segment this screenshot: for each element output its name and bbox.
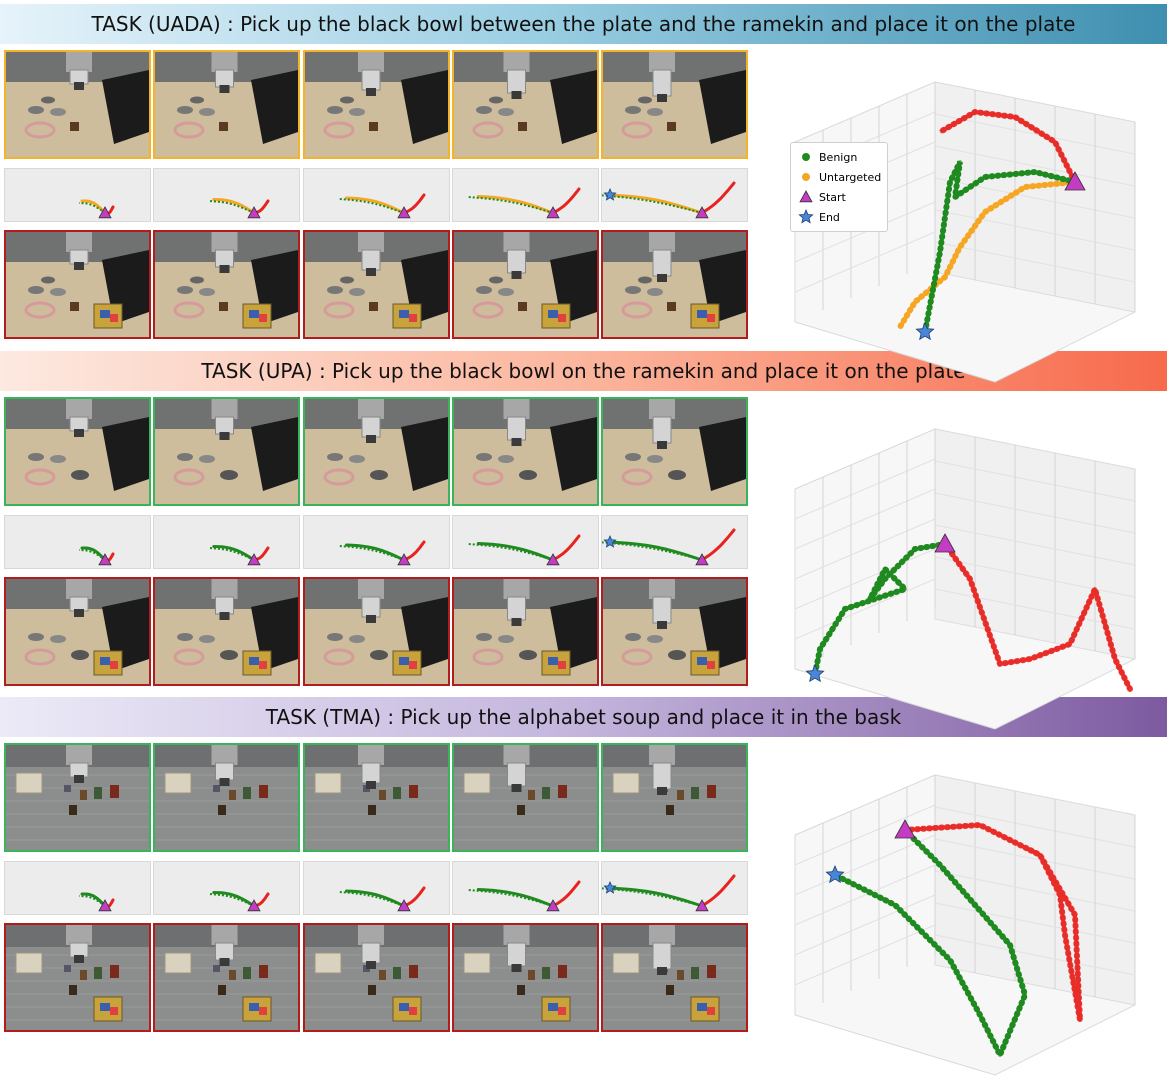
benign-frame-4: [452, 743, 599, 852]
attacked-frame-1: [4, 230, 151, 339]
attacked-frame-1: [4, 577, 151, 686]
legend-untargeted: Untargeted: [797, 167, 881, 187]
benign-frame-4: [452, 397, 599, 506]
task-banner-uada: TASK (UADA) : Pick up the black bowl bet…: [0, 4, 1167, 44]
legend-benign-label: Benign: [819, 150, 858, 164]
trajectory-2d-2: [153, 515, 300, 569]
trajectory-2d-4: [452, 515, 599, 569]
trajectory-2d-5: [601, 515, 748, 569]
legend-end-label: End: [819, 210, 840, 224]
attacked-frame-1: [4, 923, 151, 1032]
benign-frame-5: [601, 50, 748, 159]
trajectory-2d-4: [452, 861, 599, 915]
task-title: TASK (TMA) : Pick up the alphabet soup a…: [265, 705, 902, 729]
attacked-frame-3: [303, 923, 450, 1032]
benign-frame-3: [303, 743, 450, 852]
legend-end: End: [797, 207, 881, 227]
trajectory-2d-2: [153, 861, 300, 915]
attacked-frame-3: [303, 230, 450, 339]
attacked-frame-2: [153, 577, 300, 686]
trajectory-2d-1: [4, 168, 151, 222]
trajectory-2d-3: [303, 861, 450, 915]
task-title: TASK (UADA) : Pick up the black bowl bet…: [91, 12, 1076, 36]
benign-frame-2: [153, 50, 300, 159]
attacked-frame-5: [601, 577, 748, 686]
legend-benign-marker: [802, 153, 810, 161]
trajectory-3d-plot: [775, 409, 1155, 739]
attacked-frame-3: [303, 577, 450, 686]
legend-benign: Benign: [797, 147, 881, 167]
benign-frame-1: [4, 397, 151, 506]
task-title: TASK (UPA) : Pick up the black bowl on t…: [201, 359, 966, 383]
benign-frame-5: [601, 397, 748, 506]
legend-start-label: Start: [819, 190, 846, 204]
legend-end-marker: [798, 209, 814, 224]
trajectory-3d-plot: [775, 755, 1155, 1085]
legend-start-marker: [799, 190, 813, 203]
attacked-frame-4: [452, 230, 599, 339]
benign-frame-1: [4, 50, 151, 159]
trajectory-2d-5: [601, 861, 748, 915]
benign-frame-1: [4, 743, 151, 852]
trajectory-2d-2: [153, 168, 300, 222]
attacked-frame-4: [452, 577, 599, 686]
trajectory-2d-1: [4, 861, 151, 915]
benign-frame-5: [601, 743, 748, 852]
benign-frame-3: [303, 50, 450, 159]
trajectory-2d-5: [601, 168, 748, 222]
legend-start: Start: [797, 187, 881, 207]
benign-frame-3: [303, 397, 450, 506]
legend: Benign Untargeted Start End: [790, 142, 889, 232]
legend-untargeted-label: Untargeted: [819, 170, 882, 184]
trajectory-2d-1: [4, 515, 151, 569]
benign-frame-4: [452, 50, 599, 159]
trajectory-2d-3: [303, 168, 450, 222]
trajectory-2d-3: [303, 515, 450, 569]
attacked-frame-5: [601, 230, 748, 339]
benign-frame-2: [153, 397, 300, 506]
attacked-frame-4: [452, 923, 599, 1032]
trajectory-2d-4: [452, 168, 599, 222]
attacked-frame-2: [153, 923, 300, 1032]
legend-untargeted-marker: [802, 173, 810, 181]
attacked-frame-2: [153, 230, 300, 339]
benign-frame-2: [153, 743, 300, 852]
attacked-frame-5: [601, 923, 748, 1032]
